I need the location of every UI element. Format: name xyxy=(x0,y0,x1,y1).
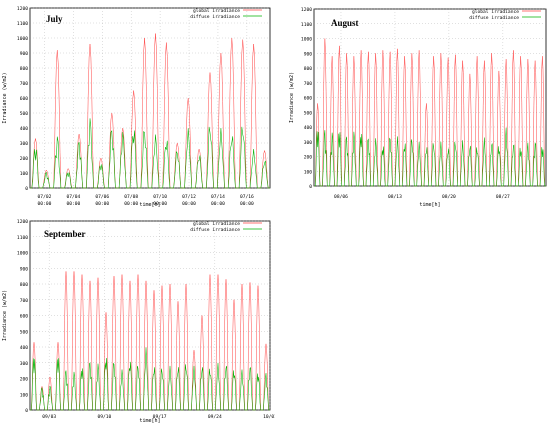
series-line-diffuse xyxy=(30,118,270,189)
y-tick-label: 600 xyxy=(304,96,313,102)
x-tick-label-time: 00:00 xyxy=(182,201,196,207)
y-tick-label: 100 xyxy=(20,392,29,398)
chart-august: 0 100 200 300 400 500 600 700 800 900 1000 1100 1200… xyxy=(289,7,547,208)
legend-label: global irradiance xyxy=(193,8,240,14)
x-tick-label: 08/06 xyxy=(334,194,348,200)
y-tick-label: 1000 xyxy=(17,36,28,42)
x-tick-label: 07/10 xyxy=(153,194,167,200)
y-tick-label: 1000 xyxy=(17,251,28,257)
legend-label: global irradiance xyxy=(472,9,519,15)
legend-label: diffuse irradiance xyxy=(190,14,240,20)
x-axis-label: time[h] xyxy=(139,418,160,424)
x-tick-label: 09/24 xyxy=(208,414,222,420)
y-tick-label: 0 xyxy=(25,186,28,192)
y-tick-label: 100 xyxy=(20,171,29,177)
y-tick-label: 700 xyxy=(304,81,313,87)
y-tick-label: 500 xyxy=(20,111,29,117)
x-tick-label: 09/17 xyxy=(153,414,167,420)
x-tick-label-time: 00:00 xyxy=(153,201,167,207)
y-tick-label: 500 xyxy=(304,110,313,116)
x-tick-label: 10/01 xyxy=(263,414,275,420)
y-tick-label: 800 xyxy=(20,282,29,288)
chart-september: 0 100 200 300 400 500 600 700 800 900 1000 1100 1200… xyxy=(2,219,275,424)
x-tick-label: 07/04 xyxy=(66,194,80,200)
y-tick-label: 1100 xyxy=(17,21,28,27)
y-tick-label: 200 xyxy=(20,156,29,162)
y-tick-label: 600 xyxy=(20,96,29,102)
x-tick-label-time: 00:00 xyxy=(124,201,138,207)
y-tick-label: 1000 xyxy=(301,37,312,43)
y-tick-label: 300 xyxy=(20,141,29,147)
x-tick-label-time: 00:00 xyxy=(66,201,80,207)
y-tick-label: 0 xyxy=(309,184,312,190)
chart-title: July xyxy=(46,14,63,24)
series-line-diffuse xyxy=(30,347,270,411)
x-tick-label: 08/20 xyxy=(442,194,456,200)
y-tick-label: 1100 xyxy=(17,235,28,241)
x-axis-label: time[h] xyxy=(139,202,160,208)
chart-july: 0 100 200 300 400 500 600 700 800 900 1000 1100 1200… xyxy=(2,6,271,208)
x-tick-label: 09/03 xyxy=(42,414,56,420)
y-tick-label: 200 xyxy=(20,377,29,383)
y-tick-label: 1200 xyxy=(17,6,28,12)
chart-title: August xyxy=(331,18,359,28)
y-tick-label: 1100 xyxy=(301,22,312,28)
y-tick-label: 200 xyxy=(304,155,313,161)
y-tick-label: 800 xyxy=(304,66,313,72)
x-tick-label-time: 00:00 xyxy=(95,201,109,207)
y-tick-label: 900 xyxy=(20,51,29,57)
y-tick-label: 700 xyxy=(20,81,29,87)
x-tick-label-time: 00:00 xyxy=(240,201,254,207)
legend-label: diffuse irradiance xyxy=(190,227,240,233)
x-tick-label: 08/13 xyxy=(388,194,402,200)
y-tick-label: 400 xyxy=(20,126,29,132)
y-tick-label: 400 xyxy=(20,345,29,351)
x-tick-label: 07/02 xyxy=(38,194,52,200)
y-tick-label: 600 xyxy=(20,314,29,320)
legend-label: diffuse irradiance xyxy=(469,15,519,21)
x-tick-label-time: 00:00 xyxy=(38,201,52,207)
x-axis-label: time[h] xyxy=(419,202,440,208)
y-tick-label: 800 xyxy=(20,66,29,72)
y-axis-label: Irradiance (w/m2) xyxy=(2,290,8,341)
y-axis-label: Irradiance (w/m2) xyxy=(289,72,295,123)
y-tick-label: 300 xyxy=(20,361,29,367)
y-tick-label: 900 xyxy=(304,51,313,57)
x-tick-label: 07/12 xyxy=(182,194,196,200)
x-tick-label-time: 00:00 xyxy=(211,201,225,207)
y-tick-label: 0 xyxy=(25,408,28,414)
y-tick-label: 100 xyxy=(304,169,313,175)
y-tick-label: 700 xyxy=(20,298,29,304)
y-tick-label: 1200 xyxy=(301,7,312,13)
y-tick-label: 900 xyxy=(20,266,29,272)
x-tick-label: 09/10 xyxy=(97,414,111,420)
y-tick-label: 400 xyxy=(304,125,313,131)
y-tick-label: 1200 xyxy=(17,219,28,225)
legend-label: global irradiance xyxy=(193,221,240,227)
y-tick-label: 500 xyxy=(20,329,29,335)
y-axis-label: Irradiance (w/m2) xyxy=(2,72,8,123)
x-tick-label: 07/14 xyxy=(211,194,225,200)
chart-title: September xyxy=(44,229,86,239)
series-line-diffuse xyxy=(314,127,546,187)
x-tick-label: 07/16 xyxy=(240,194,254,200)
x-tick-label: 07/06 xyxy=(95,194,109,200)
x-tick-label: 07/08 xyxy=(124,194,138,200)
x-tick-label: 08/27 xyxy=(496,194,510,200)
y-tick-label: 300 xyxy=(304,140,313,146)
